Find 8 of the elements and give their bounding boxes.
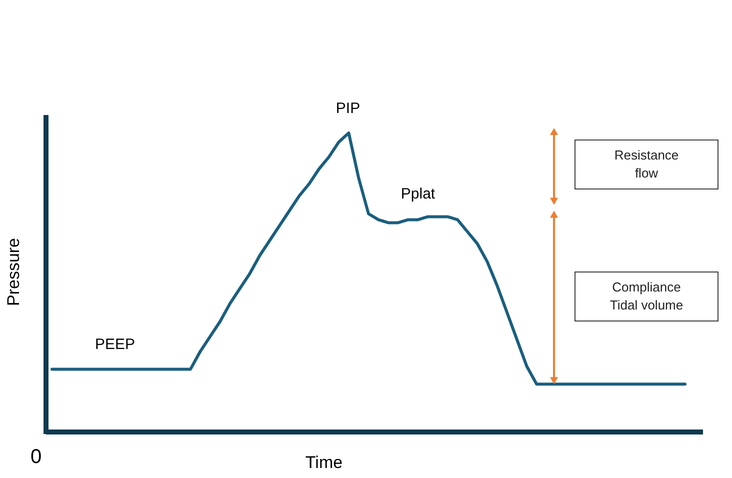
annotation: Pplat [400,186,436,203]
y-axis-title: Pressure [4,238,23,306]
x-axis-title: Time [305,453,343,472]
annotation: PEEP [94,336,136,354]
annotation: PIP [336,100,360,117]
annotation: Compliance Tidal volume [610,280,684,312]
text: 0 [30,446,42,468]
annotation: Resistance flow [614,148,679,180]
